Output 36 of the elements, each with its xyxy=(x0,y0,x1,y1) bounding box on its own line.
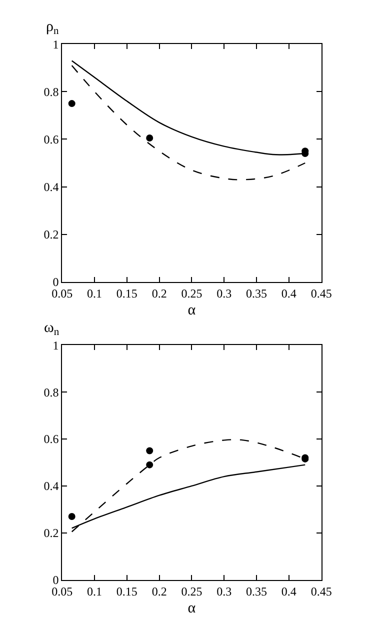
x-tick-label: 0.45 xyxy=(310,286,332,300)
x-tick-label: 0.25 xyxy=(181,584,202,598)
x-tick-label: 0.15 xyxy=(116,286,138,300)
x-axis-title: α xyxy=(188,302,196,318)
y-tick-label: 0.8 xyxy=(44,84,59,99)
y-tick-label: 0.4 xyxy=(44,180,59,194)
x-tick-label: 0.15 xyxy=(116,584,138,598)
x-tick-label: 0.45 xyxy=(310,584,332,598)
x-tick-label: 0.1 xyxy=(87,584,102,598)
y-axis-title: ρ$_{n}$ xyxy=(46,19,60,38)
point xyxy=(68,100,76,108)
y-tick-label: 0.6 xyxy=(44,132,59,146)
x-tick-label: 0.35 xyxy=(246,286,268,300)
point xyxy=(146,461,154,468)
y-tick-label: 0.8 xyxy=(44,385,59,400)
y-tick-label: 0.4 xyxy=(44,479,59,494)
x-tick-label: 0.35 xyxy=(246,584,268,598)
y-tick-label: 0.6 xyxy=(44,432,59,446)
line-series xyxy=(71,64,306,180)
x-tick-label: 0.1 xyxy=(87,286,102,300)
x-tick-label: 0.25 xyxy=(181,286,202,300)
x-tick-label: 0.2 xyxy=(152,584,167,598)
y-tick-label: 1 xyxy=(52,338,59,352)
y-tick-label: 0.2 xyxy=(44,228,59,242)
x-tick-label: 0.2 xyxy=(152,286,167,300)
x-tick-label: 0.3 xyxy=(216,584,232,598)
x-axis-title: α xyxy=(188,600,196,616)
y-tick-label: 1 xyxy=(52,37,59,52)
point xyxy=(146,134,154,142)
x-tick-label: 0.4 xyxy=(281,286,296,300)
point xyxy=(68,512,76,520)
point xyxy=(146,447,154,454)
x-tick-label: 0.4 xyxy=(281,584,296,598)
y-tick-label: 0.2 xyxy=(44,526,59,540)
y-axis-title: ω$_{n}$ xyxy=(44,320,60,338)
x-tick-label: 0.3 xyxy=(216,286,232,300)
